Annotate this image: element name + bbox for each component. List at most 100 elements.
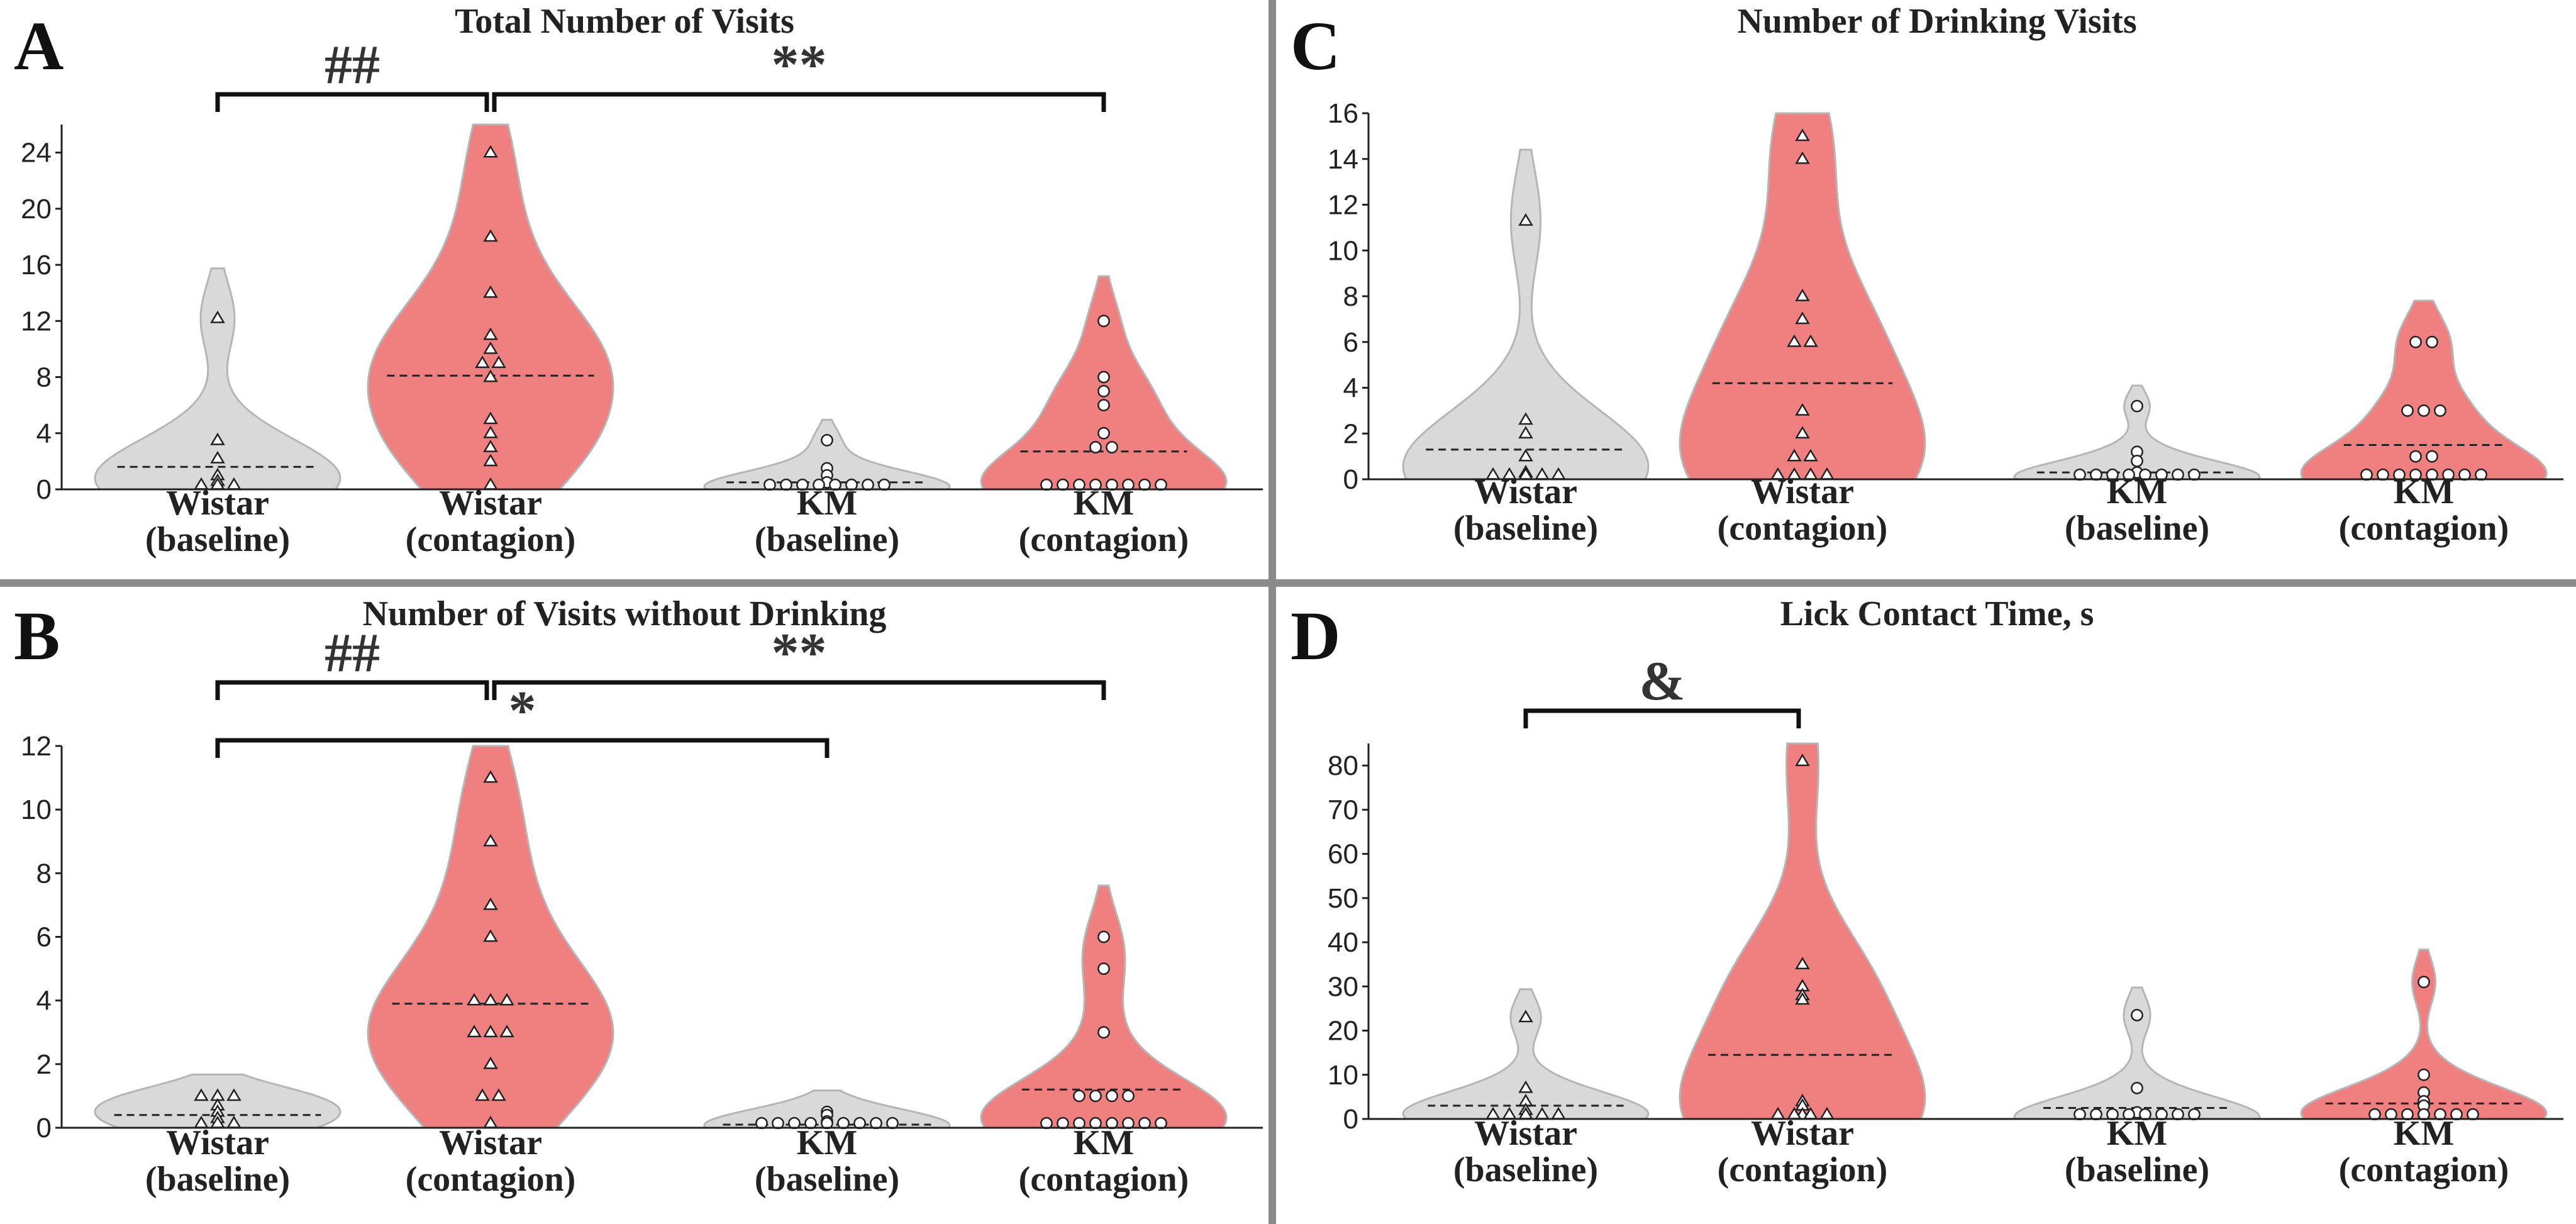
data-point-circle xyxy=(2131,455,2143,467)
data-point-triangle xyxy=(467,993,482,1006)
category-label: (baseline) xyxy=(1453,509,1598,548)
category-label: (contagion) xyxy=(1718,1150,1888,1189)
data-point-circle xyxy=(2409,450,2422,463)
data-point-circle xyxy=(2418,976,2430,989)
violin-contagion xyxy=(2300,949,2548,1120)
data-point-triangle xyxy=(483,285,498,298)
violin-baseline xyxy=(2013,986,2261,1120)
panel-letter: D xyxy=(1291,598,1340,674)
y-tick-label: 8 xyxy=(36,858,52,889)
violin-contagion xyxy=(367,123,614,491)
category-label: (baseline) xyxy=(1453,1150,1598,1189)
data-point-circle xyxy=(1122,1089,1135,1103)
violin-baseline xyxy=(703,418,951,491)
y-tick-label: 16 xyxy=(21,250,52,281)
y-tick-label: 6 xyxy=(36,922,52,953)
panel-title: Number of Visits without Drinking xyxy=(363,594,887,633)
y-tick-label: 10 xyxy=(1328,235,1358,266)
category-label: (contagion) xyxy=(2339,1150,2509,1189)
data-point-triangle xyxy=(1795,151,1810,164)
violin-layer xyxy=(1402,742,2548,1120)
data-point-circle xyxy=(1097,314,1110,328)
y-tick-label: 40 xyxy=(1328,927,1358,958)
category-label: Wistar xyxy=(439,1123,542,1162)
y-tick-label: 4 xyxy=(36,418,52,449)
y-tick-label: 10 xyxy=(21,794,52,825)
category-label: (baseline) xyxy=(145,520,290,559)
y-tick-label: 12 xyxy=(1328,190,1358,221)
horizontal-divider xyxy=(0,579,2576,587)
category-label: KM xyxy=(797,1123,857,1162)
data-point-triangle xyxy=(1795,426,1810,439)
y-tick-label: 12 xyxy=(21,731,52,762)
data-point-circle xyxy=(2131,1081,2143,1094)
data-point-triangle xyxy=(1518,213,1533,226)
significance-label: ** xyxy=(772,623,827,684)
panel-title: Lick Contact Time, s xyxy=(1780,594,2094,633)
data-point-triangle xyxy=(1795,288,1810,301)
panel-letter: A xyxy=(14,8,64,84)
data-point-triangle xyxy=(1795,403,1810,416)
violin-baseline xyxy=(2013,384,2261,481)
y-tick-label: 10 xyxy=(1328,1060,1358,1091)
y-tick-label: 50 xyxy=(1328,883,1358,914)
data-point-circle xyxy=(1097,962,1110,975)
panel-title: Number of Drinking Visits xyxy=(1737,2,2136,41)
data-point-triangle xyxy=(483,897,498,910)
category-label: (contagion) xyxy=(1019,1160,1189,1199)
data-point-circle xyxy=(1106,441,1118,453)
data-point-circle xyxy=(2426,450,2438,463)
violin-layer xyxy=(94,745,1228,1129)
data-point-triangle xyxy=(483,229,498,242)
data-point-circle xyxy=(821,434,833,447)
significance-bracket xyxy=(215,738,830,758)
category-label: (baseline) xyxy=(2065,509,2209,548)
data-point-triangle xyxy=(467,1025,482,1038)
y-tick-label: 20 xyxy=(1328,1016,1358,1047)
category-label: KM xyxy=(1074,1123,1134,1162)
category-label: KM xyxy=(2394,1114,2454,1153)
data-point-circle xyxy=(2426,335,2438,348)
data-point-triangle xyxy=(1795,311,1810,325)
significance-label: ## xyxy=(325,623,380,684)
significance-bracket xyxy=(492,680,1106,700)
y-tick-label: 12 xyxy=(21,306,52,337)
vertical-divider xyxy=(1269,0,1276,1224)
data-point-triangle xyxy=(483,453,498,467)
category-label: (contagion) xyxy=(2339,509,2509,548)
data-point-triangle xyxy=(1787,448,1802,462)
y-tick-label: 70 xyxy=(1328,794,1358,825)
panel-letter: C xyxy=(1291,8,1340,84)
category-label: (contagion) xyxy=(406,1160,576,1199)
data-point-triangle xyxy=(483,327,498,340)
violin-contagion xyxy=(1679,742,1926,1120)
data-point-triangle xyxy=(483,929,498,942)
data-point-circle xyxy=(1089,441,1102,453)
violin-contagion xyxy=(2300,299,2548,481)
significance-label: * xyxy=(509,681,536,742)
data-point-circle xyxy=(2418,1068,2430,1081)
data-point-triangle xyxy=(491,355,506,369)
data-point-triangle xyxy=(1518,448,1533,462)
data-point-triangle xyxy=(483,993,498,1006)
y-tick-label: 2 xyxy=(1343,418,1358,449)
panel-title: Total Number of Visits xyxy=(455,2,794,41)
y-tick-label: 0 xyxy=(36,1113,52,1143)
data-point-triangle xyxy=(1795,992,1810,1005)
data-point-circle xyxy=(1097,370,1110,384)
data-point-triangle xyxy=(483,425,498,438)
violin-layer xyxy=(94,123,1228,491)
panel-c: C Number of Drinking VisitsWistar(baselin… xyxy=(1291,2,2563,548)
data-point-triangle xyxy=(491,1088,506,1101)
y-tick-label: 4 xyxy=(1343,373,1358,404)
category-label: KM xyxy=(2107,472,2167,511)
data-point-triangle xyxy=(475,1088,490,1101)
data-point-triangle xyxy=(1787,334,1802,347)
data-point-triangle xyxy=(483,1056,498,1069)
significance-bracket xyxy=(215,92,489,112)
significance-bracket xyxy=(215,680,489,700)
y-tick-label: 30 xyxy=(1328,971,1358,1002)
data-point-triangle xyxy=(1803,448,1818,462)
panel-letter: B xyxy=(14,598,60,674)
